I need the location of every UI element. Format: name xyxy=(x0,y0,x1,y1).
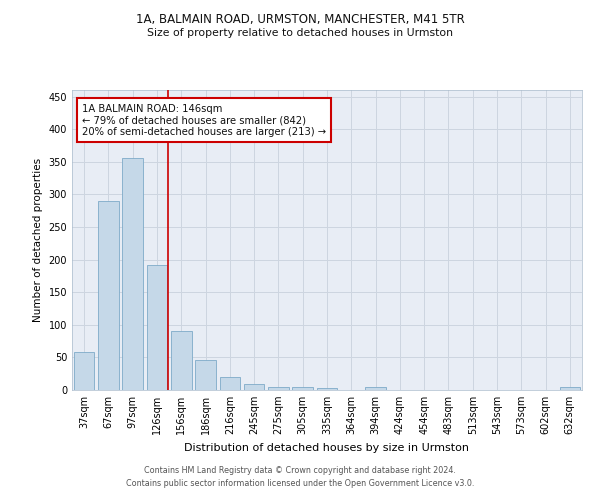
Bar xyxy=(220,377,240,390)
Text: 1A BALMAIN ROAD: 146sqm
← 79% of detached houses are smaller (842)
20% of semi-d: 1A BALMAIN ROAD: 146sqm ← 79% of detache… xyxy=(82,104,326,136)
Bar xyxy=(365,388,386,390)
Text: Size of property relative to detached houses in Urmston: Size of property relative to detached ho… xyxy=(147,28,453,38)
Bar xyxy=(171,332,191,390)
Bar xyxy=(560,388,580,390)
Text: Contains HM Land Registry data © Crown copyright and database right 2024.
Contai: Contains HM Land Registry data © Crown c… xyxy=(126,466,474,487)
Bar xyxy=(317,388,337,390)
Bar xyxy=(195,360,216,390)
Bar xyxy=(244,384,265,390)
Bar xyxy=(122,158,143,390)
Bar xyxy=(292,388,313,390)
Y-axis label: Number of detached properties: Number of detached properties xyxy=(33,158,43,322)
Text: 1A, BALMAIN ROAD, URMSTON, MANCHESTER, M41 5TR: 1A, BALMAIN ROAD, URMSTON, MANCHESTER, M… xyxy=(136,12,464,26)
Bar xyxy=(268,388,289,390)
Bar xyxy=(74,352,94,390)
Bar xyxy=(146,265,167,390)
X-axis label: Distribution of detached houses by size in Urmston: Distribution of detached houses by size … xyxy=(185,442,470,452)
Bar xyxy=(98,201,119,390)
